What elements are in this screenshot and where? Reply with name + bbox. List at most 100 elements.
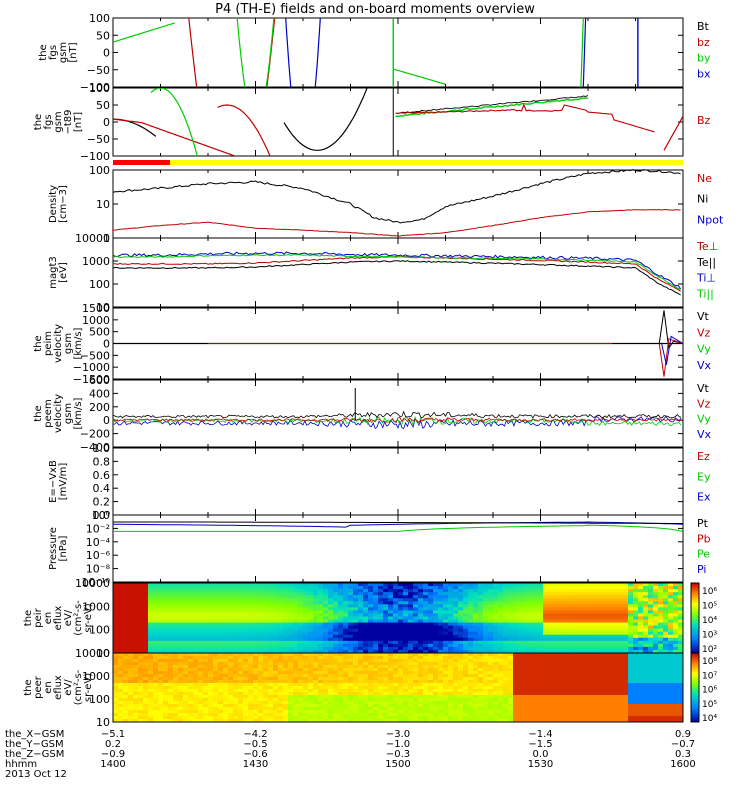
spectro-cell: [198, 680, 204, 684]
spectro-cell: [508, 643, 514, 648]
spectro-cell: [128, 677, 134, 681]
spectro-cell: [548, 601, 554, 605]
green-trace: [150, 88, 198, 156]
spectro-cell: [278, 649, 284, 654]
spectro-cell: [628, 601, 634, 605]
spectro-cell: [248, 598, 254, 602]
spectro-cell: [658, 583, 664, 587]
spectro-cell: [388, 653, 394, 657]
spectro-cell: [458, 616, 464, 620]
spectro-cell: [123, 646, 129, 651]
y-tick-label: 0.2: [93, 496, 111, 509]
spectro-cell: [298, 662, 304, 666]
y-axis-label-line: en: [43, 612, 54, 625]
spectro-cell: [378, 683, 384, 687]
spectro-cell: [448, 643, 454, 648]
spectro-cell: [313, 719, 319, 723]
spectro-cell: [123, 643, 129, 648]
spectro-cell: [118, 616, 124, 620]
spectro-cell: [173, 628, 179, 633]
spectro-cell: [328, 695, 334, 699]
spectro-cell: [228, 719, 234, 723]
spectro-cell: [208, 643, 214, 648]
spectro-cell: [263, 659, 269, 663]
spectro-cell: [673, 625, 679, 630]
spectro-cell: [178, 625, 184, 630]
spectro-cell: [253, 613, 259, 617]
spectro-cell: [388, 659, 394, 663]
spectro-cell: [363, 592, 369, 596]
spectro-cell: [213, 719, 219, 723]
spectro-cell: [303, 592, 309, 596]
spectro-cell: [243, 716, 249, 720]
spectro-cell: [268, 643, 274, 648]
spectro-cell: [198, 607, 204, 611]
spectro-cell: [263, 719, 269, 723]
spectro-cell: [678, 634, 684, 639]
spectro-cell: [158, 701, 164, 705]
spectro-cell: [673, 634, 679, 639]
spectro-cell: [248, 680, 254, 684]
spectro-cell: [393, 601, 399, 605]
spectro-cell: [588, 583, 594, 587]
spectro-cell: [608, 598, 614, 602]
spectro-cell: [423, 604, 429, 608]
spectro-cell: [353, 713, 359, 717]
spectro-cell: [468, 686, 474, 690]
spectro-cell: [493, 707, 499, 711]
spectro-cell: [383, 713, 389, 717]
spectro-cell: [163, 634, 169, 639]
spectro-cell: [348, 601, 354, 605]
spectro-cell: [453, 643, 459, 648]
spectro-cell: [123, 701, 129, 705]
y-axis-label-line: the: [38, 44, 49, 60]
spectro-cell: [663, 646, 669, 651]
spectro-cell: [378, 649, 384, 654]
spectro-cell: [663, 595, 669, 599]
spectro-cell: [448, 628, 454, 633]
spectro-cell: [138, 649, 144, 654]
spectro-cell: [148, 686, 154, 690]
spectro-cell: [393, 713, 399, 717]
spectro-cell: [148, 665, 154, 669]
spectro-cell: [158, 713, 164, 717]
spectro-cell: [148, 622, 154, 627]
spectro-cell: [613, 583, 619, 587]
spectro-cell: [123, 719, 129, 723]
spectro-cell: [363, 689, 369, 693]
spectro-cell: [288, 598, 294, 602]
spectro-cell: [138, 604, 144, 608]
legend-Ex: Ex: [697, 491, 711, 504]
spectro-cell: [243, 698, 249, 702]
spectro-cell: [298, 631, 304, 636]
spectro-cell: [253, 686, 259, 690]
spectro-cell: [443, 622, 449, 627]
y-axis-label: Pressure [nPa]: [48, 527, 69, 570]
spectro-cell: [248, 662, 254, 666]
spectro-cell: [348, 613, 354, 617]
spectro-cell: [173, 613, 179, 617]
spectro-cell: [258, 640, 264, 645]
spectro-cell: [493, 589, 499, 593]
spectro-cell: [618, 610, 624, 614]
spectro-cell: [483, 716, 489, 720]
spectro-cell: [348, 683, 354, 687]
spectro-cell: [258, 628, 264, 633]
spectro-cell: [208, 649, 214, 654]
spectro-cell: [588, 649, 594, 654]
spectro-cell: [353, 695, 359, 699]
spectro-cell: [548, 586, 554, 590]
spectro-cell: [233, 707, 239, 711]
spectro-cell: [248, 707, 254, 711]
spectro-cell: [218, 665, 224, 669]
spectro-cell: [343, 653, 349, 657]
spectro-cell: [193, 710, 199, 714]
spectro-cell: [473, 701, 479, 705]
spectro-cell: [463, 665, 469, 669]
spectro-cell: [153, 689, 159, 693]
spectro-cell: [648, 613, 654, 617]
spectro-cell: [423, 653, 429, 657]
spectro-cell: [268, 628, 274, 633]
spectro-cell: [518, 637, 524, 642]
